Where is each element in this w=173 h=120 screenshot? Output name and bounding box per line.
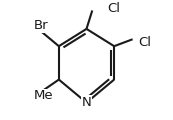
- Text: N: N: [82, 96, 91, 109]
- Text: Me: Me: [34, 89, 53, 102]
- Text: Br: Br: [34, 19, 48, 32]
- Text: Cl: Cl: [138, 36, 151, 49]
- Text: Cl: Cl: [107, 2, 120, 15]
